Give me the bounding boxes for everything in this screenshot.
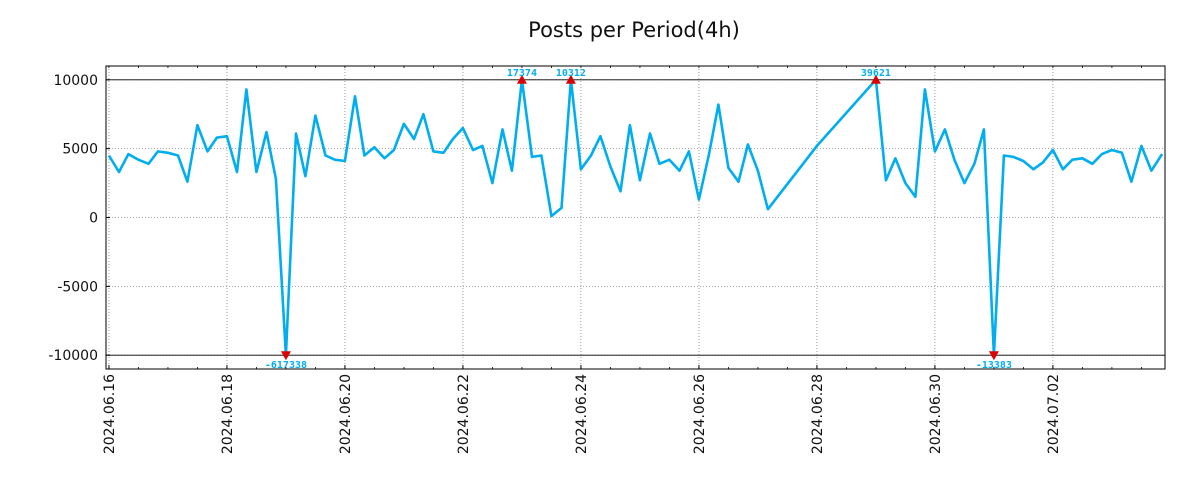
x-tick-label: 2024.06.20 — [338, 374, 354, 454]
annotation-label: -617338 — [265, 360, 307, 371]
x-tick-label: 2024.06.26 — [692, 374, 708, 454]
annotation-label: 39621 — [861, 68, 891, 79]
x-tick-label: 2024.06.24 — [574, 374, 590, 454]
y-tick-label: 0 — [89, 211, 98, 227]
x-tick-label: 2024.06.28 — [810, 374, 826, 454]
x-tick-label: 2024.06.30 — [928, 374, 944, 454]
x-tick-label: 2024.06.22 — [456, 374, 472, 454]
x-tick-label: 2024.07.02 — [1046, 374, 1062, 454]
y-tick-label: -5000 — [57, 279, 98, 295]
annotation-marker-up — [565, 74, 576, 84]
annotation-marker-up — [516, 74, 527, 84]
y-tick-label: 5000 — [62, 142, 98, 158]
chart-title: Posts per Period(4h) — [528, 18, 740, 42]
x-tick-label: 2024.06.18 — [220, 374, 236, 454]
series-layer — [107, 78, 1164, 357]
clip-reference-lines — [106, 79, 1165, 356]
annotation-label: -13383 — [976, 360, 1012, 371]
annotation-marker-up — [870, 74, 881, 84]
y-axis-ticks: 10000 5000 0 -5000 -10000 — [48, 73, 110, 364]
annotation-label: 17374 — [507, 68, 537, 79]
x-axis-ticks: 2024.06.16 2024.06.18 2024.06.20 2024.06.22… — [102, 66, 1142, 454]
annotation-label: 10312 — [556, 68, 586, 79]
grid-layer — [106, 66, 1165, 369]
y-tick-label: -10000 — [48, 348, 98, 364]
annotation-marker-down — [280, 351, 291, 361]
y-tick-label: 10000 — [53, 73, 98, 89]
series-line-posts — [107, 78, 1164, 357]
annotation-layer: -617338 17374 10312 39621 -13383 — [265, 68, 1012, 371]
x-tick-label: 2024.06.16 — [102, 374, 118, 454]
annotation-marker-down — [988, 351, 999, 361]
